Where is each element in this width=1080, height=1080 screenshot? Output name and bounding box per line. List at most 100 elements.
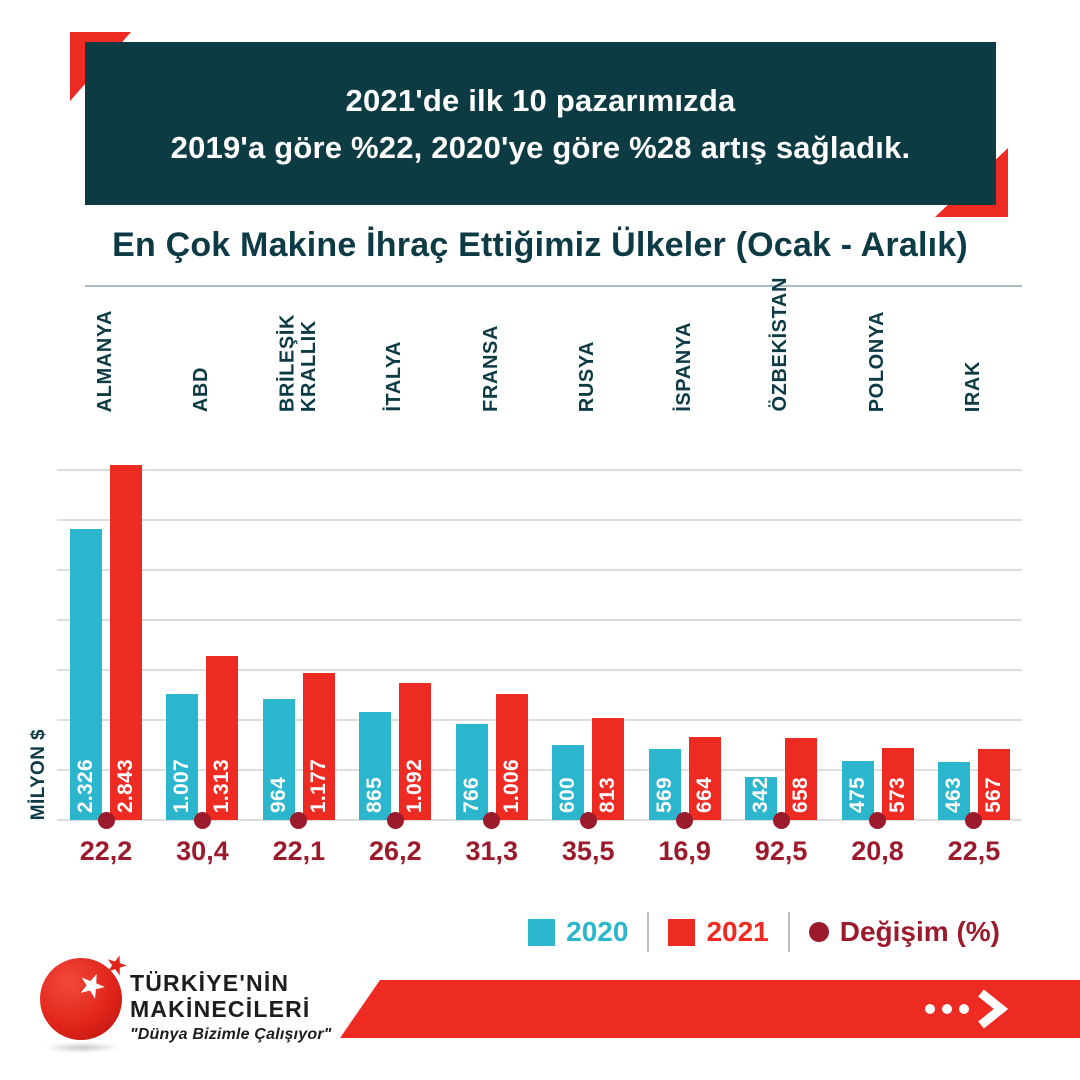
change-percent-label: 22,2: [79, 836, 133, 866]
gridline: [57, 469, 1022, 471]
legend-item-2021: 2021: [668, 916, 769, 948]
brand-name-line2: MAKİNECİLERİ: [130, 996, 311, 1022]
bar-value-label: 342: [749, 777, 773, 813]
banner-line1: 2021'de ilk 10 pazarımızda: [345, 82, 736, 118]
brand-text-block: TÜRKİYE'NİN MAKİNECİLERİ "Dünya Bizimle …: [130, 970, 332, 1044]
bar-2020: 600: [552, 745, 585, 820]
legend-marker-icon: [808, 922, 829, 942]
brand-tagline: "Dünya Bizimle Çalışıyor": [130, 1026, 332, 1043]
category-label: ABD: [190, 366, 213, 412]
category-label: POLONYA: [865, 310, 888, 412]
star-icon: [107, 955, 127, 976]
change-dot: [97, 811, 115, 829]
category-label: İSPANYA: [672, 322, 695, 412]
bar-2021: 1.092: [399, 683, 432, 820]
logo-shadow: [44, 1043, 120, 1052]
banner-line2: 2019'a göre %22, 2020'ye göre %28 artış …: [170, 129, 911, 165]
legend-item-2020: 2020: [528, 916, 628, 948]
legend-marker-icon: [528, 918, 556, 946]
change-percent-label: 26,2: [369, 836, 422, 866]
bar-2020: 865: [359, 712, 392, 820]
bar-value-label: 600: [556, 777, 580, 813]
bar-value-label: 463: [941, 777, 965, 813]
y-axis-label: MİLYON $: [28, 728, 49, 820]
gridline: [57, 719, 1022, 721]
legend-item-de-i-im-: Değişim (%): [808, 916, 1000, 948]
category-label: ÖZBEKİSTAN: [769, 277, 792, 412]
bar-value-label: 2.326: [74, 758, 97, 813]
bar-2020: 463: [937, 762, 970, 820]
change-percent-label: 16,9: [658, 836, 711, 866]
chart-title: En Çok Makine İhraç Ettiğimiz Ülkeler (O…: [112, 226, 968, 264]
bar-2021: 567: [977, 749, 1010, 820]
change-percent-label: 22,1: [272, 836, 326, 866]
bar-value-label: 573: [885, 777, 909, 813]
gridline: [57, 769, 1022, 771]
category-label: ALMANYA: [94, 309, 117, 412]
bar-2021: 573: [881, 748, 914, 820]
legend-marker-icon: [668, 918, 696, 946]
bar-value-label: 475: [845, 777, 869, 813]
change-percent-label: 35,5: [561, 836, 615, 866]
bar-value-label: 1.177: [306, 758, 330, 813]
gridline: [57, 819, 1022, 821]
bar-value-label: 1.092: [403, 758, 427, 813]
bar-2020: 1.007: [166, 694, 199, 820]
bar-2021: 658: [785, 738, 818, 820]
change-dot: [676, 811, 694, 829]
bar-value-label: 964: [266, 777, 290, 813]
bar-2021: 664: [688, 737, 721, 820]
bar-2021: 813: [592, 718, 625, 820]
cta-banner[interactable]: [340, 980, 1080, 1038]
chart-legend: 2020 2021 Değişim (%): [528, 908, 1000, 956]
change-dot: [869, 811, 887, 829]
brand-logo-circle: [40, 958, 122, 1040]
bar-value-label: 658: [789, 777, 813, 813]
bar-value-label: 1.007: [170, 758, 194, 813]
change-percent-label: 22,5: [947, 836, 1001, 866]
bar-value-label: 766: [459, 777, 483, 813]
category-label: BRİLEŞİK KRALLIK: [276, 313, 320, 412]
category-label: IRAK: [962, 360, 985, 412]
bar-2021: 1.313: [206, 656, 239, 820]
gridline: [57, 569, 1022, 571]
category-label: FRANSA: [479, 325, 502, 412]
change-dot: [483, 811, 501, 829]
bar-value-label: 664: [692, 777, 716, 813]
chevron-right-icon: [978, 989, 1008, 1029]
bar-2021: 1.006: [495, 694, 528, 820]
change-dot: [579, 811, 597, 829]
change-percent-label: 20,8: [851, 836, 904, 866]
change-dot: [386, 811, 404, 829]
bar-value-label: 1.313: [210, 758, 234, 813]
bar-2020: 766: [455, 724, 488, 820]
star-icon: [80, 973, 105, 999]
gridline: [57, 669, 1022, 671]
legend-divider: [787, 912, 790, 952]
bar-value-label: 1.006: [499, 758, 523, 813]
bar-value-label: 569: [652, 777, 676, 813]
category-label: İTALYA: [383, 341, 406, 412]
brand-name-line1: TÜRKİYE'NİN: [130, 970, 290, 996]
title-divider: [85, 285, 1022, 287]
change-dot: [965, 811, 983, 829]
bar-2021: 1.177: [302, 673, 335, 820]
legend-label: 2020: [566, 916, 629, 947]
legend-label: Değişim (%): [839, 916, 1000, 947]
change-dot: [193, 811, 211, 829]
bar-2021: 2.843: [110, 465, 142, 820]
change-dot: [772, 811, 790, 829]
bar-2020: 475: [841, 761, 874, 820]
bar-2020: 342: [745, 777, 778, 820]
header-banner: 2021'de ilk 10 pazarımızda 2019'a göre %…: [85, 42, 996, 205]
bar-2020: 569: [648, 749, 681, 820]
gridline: [57, 619, 1022, 621]
category-label: RUSYA: [576, 340, 599, 412]
bar-value-label: 567: [981, 777, 1005, 813]
bar-value-label: 865: [363, 777, 387, 813]
change-percent-label: 30,4: [176, 836, 229, 866]
ellipsis-icon: [925, 1004, 976, 1014]
change-dot: [290, 811, 308, 829]
legend-label: 2021: [706, 916, 769, 947]
